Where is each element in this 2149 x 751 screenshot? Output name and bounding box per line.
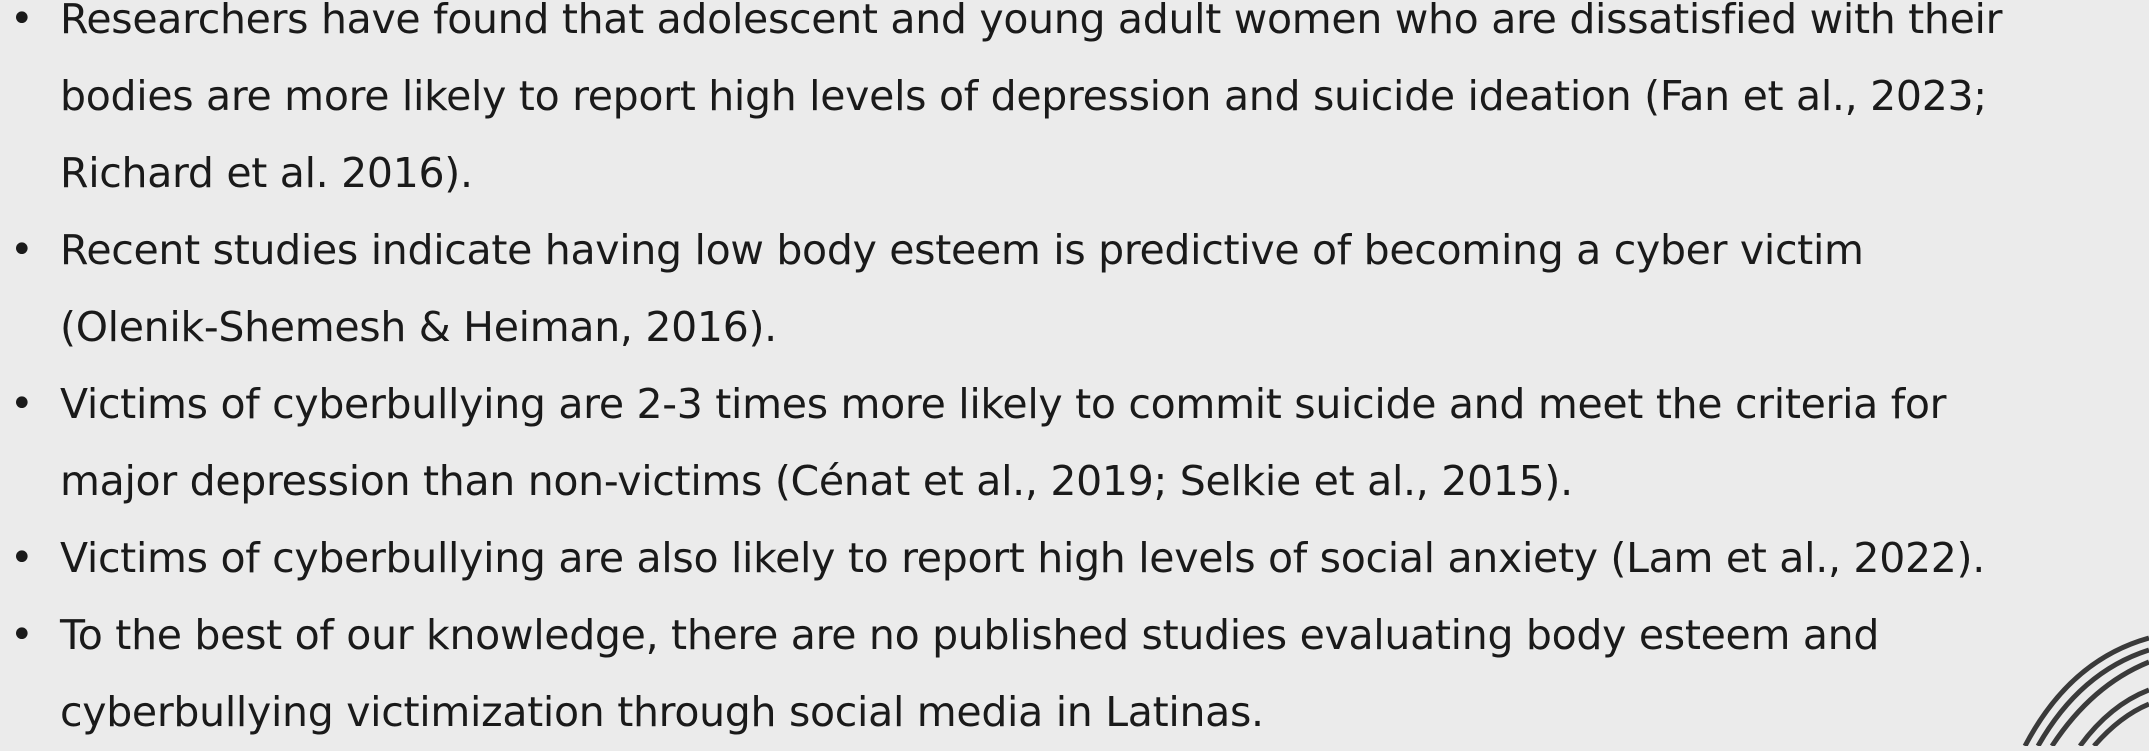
bullet-text: Richard et al. 2016). [60, 149, 473, 197]
arc [2092, 701, 2149, 746]
arc [2077, 687, 2149, 746]
arc [2035, 647, 2149, 746]
bullet-text: major depression than non-victims (Cénat… [60, 457, 1573, 505]
bullet-text: Victims of cyberbullying are also likely… [60, 534, 1985, 582]
bullet-dot: • [10, 0, 34, 42]
bullet-list: • Researchers have found that adolescent … [0, 0, 2002, 751]
bullet-text: Recent studies indicate having low body … [60, 226, 1864, 274]
bullet-dot: • [10, 381, 34, 427]
bullet-text: (Olenik-Shemesh & Heiman, 2016). [60, 303, 777, 351]
bullet-item: • Researchers have found that adolescent … [0, 0, 2002, 212]
arc [2049, 659, 2149, 746]
bullet-text: cyberbullying victimization through soci… [60, 688, 1264, 736]
bullet-item: • To the best of our knowledge, there are… [0, 597, 2002, 751]
bullet-item: • Victims of cyberbullying are 2-3 times … [0, 366, 2002, 520]
bullet-item: • Recent studies indicate having low body… [0, 212, 2002, 366]
bullet-dot: • [10, 535, 34, 581]
arc [2022, 635, 2149, 746]
bullet-item: • Victims of cyberbullying are also likel… [0, 520, 2002, 597]
bullet-text: To the best of our knowledge, there are … [60, 611, 1880, 659]
bullet-text: Researchers have found that adolescent a… [60, 0, 2003, 43]
bullet-text: bodies are more likely to report high le… [60, 72, 1987, 120]
bullet-dot: • [10, 612, 34, 658]
bullet-dot: • [10, 227, 34, 273]
bullet-text: Victims of cyberbullying are 2-3 times m… [60, 380, 1947, 428]
